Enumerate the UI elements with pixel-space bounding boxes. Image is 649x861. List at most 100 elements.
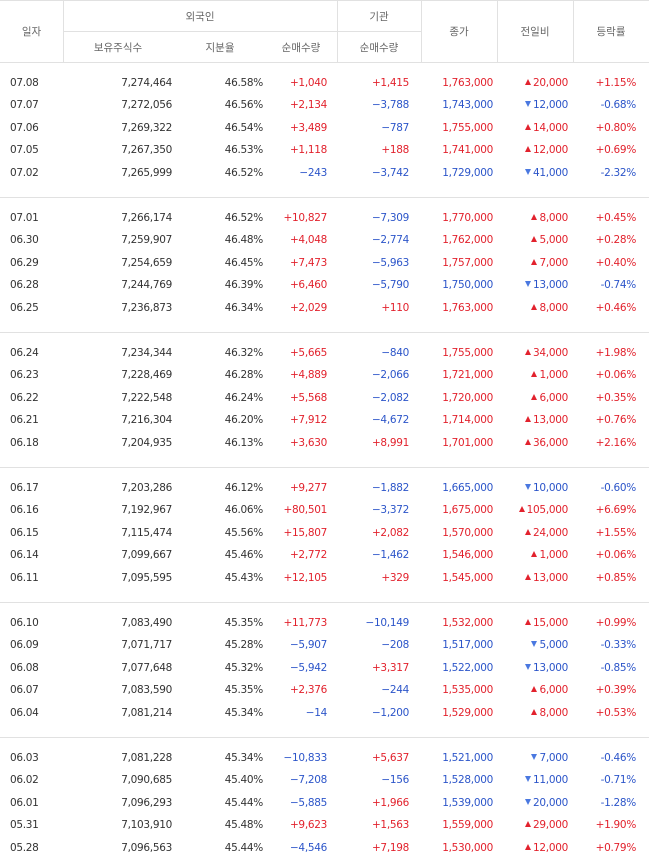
- ratio: 45.44%: [225, 837, 264, 859]
- change: 8,000: [531, 297, 568, 319]
- change: 12,000: [525, 94, 568, 116]
- change: 13,000: [525, 657, 568, 679]
- cell-text: 1,546,000: [442, 549, 493, 562]
- foreign-net: +80,501: [284, 499, 328, 521]
- border: [573, 0, 574, 62]
- date: 07.06: [10, 117, 39, 139]
- rate: +0.06%: [596, 544, 637, 566]
- holdings: 7,099,667: [121, 544, 172, 566]
- cell-text: 7,081,214: [121, 706, 172, 719]
- ratio: 46.52%: [225, 162, 264, 184]
- ratio: 45.35%: [225, 679, 264, 701]
- holdings: 7,081,214: [121, 702, 172, 724]
- institution-net: +329: [381, 567, 409, 589]
- cell-text: -0.71%: [600, 774, 637, 787]
- date: 06.02: [10, 769, 39, 791]
- ratio: 46.12%: [224, 477, 264, 499]
- cell-text: 45.48%: [224, 819, 264, 832]
- ratio: 46.45%: [225, 252, 264, 274]
- holdings: 7,115,474: [121, 522, 172, 544]
- ratio: 46.54%: [224, 117, 264, 139]
- change-arrow: [531, 258, 538, 265]
- holdings: 7,081,228: [121, 747, 172, 769]
- cell-text: 46.12%: [224, 481, 264, 494]
- cell-text: -0.68%: [600, 99, 637, 112]
- foreign-net: +3,489: [290, 117, 327, 139]
- holdings: 7,083,490: [121, 612, 172, 634]
- foreign-net: −243: [299, 162, 327, 184]
- cell-text: +2.16%: [595, 436, 637, 449]
- cell-text: 45.32%: [224, 661, 264, 674]
- cell-text: 7,071,717: [121, 639, 172, 652]
- cell-text: 7,083,490: [121, 616, 172, 629]
- institution-net: −787: [381, 117, 409, 139]
- close: 1,522,000: [442, 657, 493, 679]
- cell-text: 46.54%: [224, 121, 264, 134]
- cell-text: 7,000: [539, 256, 568, 269]
- institution-net: −840: [381, 342, 409, 364]
- cell-text: 5,000: [539, 639, 568, 652]
- cell-text: 7,274,464: [121, 76, 172, 89]
- cell-text: 7,222,548: [121, 391, 172, 404]
- change-arrow: [531, 213, 538, 220]
- foreign-net: +9,623: [290, 814, 327, 836]
- change: 36,000: [525, 432, 568, 454]
- change-arrow: [525, 483, 532, 490]
- cell-text: 1,729,000: [442, 166, 493, 179]
- ratio: 45.56%: [225, 522, 264, 544]
- change-arrow: [525, 281, 532, 288]
- holdings: 7,236,873: [121, 297, 172, 319]
- date: 06.04: [10, 702, 39, 724]
- cell-text: +2,376: [289, 684, 327, 697]
- foreign-net: −7,208: [290, 769, 327, 791]
- foreign-net: +9,277: [290, 477, 327, 499]
- cell-text: 1,763,000: [442, 301, 493, 314]
- date: 06.08: [10, 657, 39, 679]
- foreign-net: +15,807: [284, 522, 328, 544]
- header-cell: 전일비: [520, 26, 550, 38]
- foreign-net: +11,773: [284, 612, 328, 634]
- holdings: 7,071,717: [121, 634, 172, 656]
- foreign-net: +2,134: [290, 94, 327, 116]
- border: [0, 0, 649, 1]
- rate: +6.69%: [596, 499, 637, 521]
- rate: +0.53%: [596, 702, 637, 724]
- change-arrow: [518, 506, 525, 513]
- cell-text: 1,545,000: [442, 571, 493, 584]
- cell-text: 41,000: [533, 166, 568, 179]
- rate: +0.80%: [596, 117, 637, 139]
- change-arrow: [525, 78, 532, 85]
- rate: +1.98%: [596, 342, 637, 364]
- cell-text: 46.34%: [224, 301, 264, 314]
- cell-text: 15,000: [533, 616, 568, 629]
- institution-net: −2,082: [372, 387, 409, 409]
- holdings: 7,103,910: [121, 814, 172, 836]
- institution-net: +8,991: [372, 432, 409, 454]
- rate: +0.39%: [596, 679, 637, 701]
- cell-text: +0.69%: [595, 144, 637, 157]
- cell-text: −5,907: [289, 639, 327, 652]
- cell-text: -1.28%: [600, 796, 637, 809]
- change-arrow: [531, 708, 538, 715]
- cell-text: 07.06: [10, 121, 39, 134]
- cell-text: -0.74%: [600, 279, 637, 292]
- cell-text: 1,529,000: [442, 706, 493, 719]
- cell-text: 46.24%: [224, 391, 264, 404]
- institution-net: −3,372: [372, 499, 409, 521]
- cell-text: 46.39%: [224, 279, 264, 292]
- holdings: 7,222,548: [121, 387, 172, 409]
- border: [497, 0, 498, 62]
- ratio: 46.53%: [225, 139, 264, 161]
- cell-text: 45.34%: [224, 751, 264, 764]
- cell-text: −840: [381, 346, 409, 359]
- cell-text: 7,096,563: [121, 841, 172, 854]
- close: 1,762,000: [442, 229, 493, 251]
- cell-text: 1,532,000: [442, 616, 493, 629]
- cell-text: 1,521,000: [442, 751, 493, 764]
- cell-text: +0.40%: [595, 256, 637, 269]
- institution-net: −156: [381, 769, 409, 791]
- cell-text: −1,200: [371, 706, 409, 719]
- foreign-net: −5,942: [290, 657, 327, 679]
- cell-text: −5,790: [371, 279, 409, 292]
- cell-text: 1,720,000: [442, 391, 493, 404]
